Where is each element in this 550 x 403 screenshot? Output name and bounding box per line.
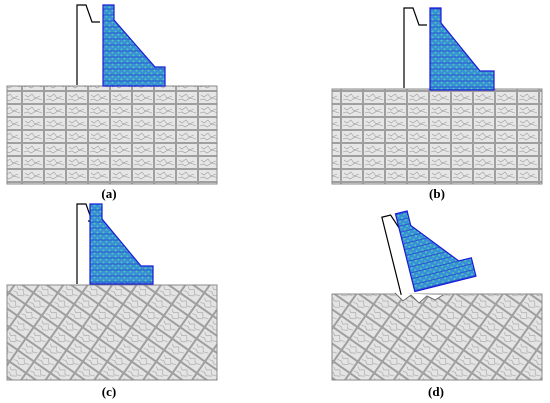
tilted-dam-group [381,210,477,296]
panel-a: (a) [0,0,275,201]
panel-c-caption: (c) [101,384,117,399]
panel-d-figure [331,210,543,381]
dam-body [429,7,495,91]
reservoir-outline [381,214,402,296]
reservoir-outline [76,4,100,85]
panel-c-figure [6,203,218,381]
panel-a-caption: (a) [101,186,117,201]
panel-a-figure [6,4,218,185]
panel-c: (c) [0,201,275,403]
panel-b-figure [331,7,543,185]
dam-body [89,203,154,285]
reservoir-outline [403,7,427,88]
foundation-crack [394,292,444,304]
panel-d-caption: (d) [428,384,444,399]
rock-foundation [6,85,218,185]
panel-b: (b) [275,0,550,201]
rock-foundation [331,88,543,185]
dam-body [102,4,166,87]
rock-foundation [6,284,218,381]
panel-b-caption: (b) [429,186,445,201]
rock-foundation [331,293,543,381]
dam-body [394,210,477,293]
panel-d: (d) [275,201,550,403]
